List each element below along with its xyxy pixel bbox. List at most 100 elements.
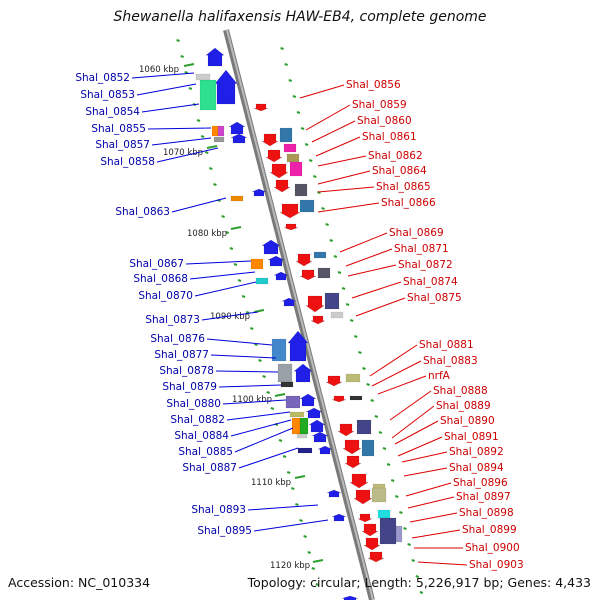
kbp-marker-label: 1070 kbp [163,148,203,158]
gene-label-left[interactable]: Shal_0895 [197,525,252,537]
gene-label-left[interactable]: Shal_0863 [115,206,170,218]
kbp-marker-label: 1110 kbp [251,478,291,488]
reverse-gene-arrow [361,523,379,537]
reverse-gene-arrow [299,269,317,281]
right-label-leader [299,84,345,99]
gene-label-right[interactable]: Shal_0890 [440,415,495,427]
right-track-tick [366,383,370,386]
gene-label-left[interactable]: Shal_0882 [170,414,225,426]
gene-label-left[interactable]: Shal_0879 [162,381,217,393]
gene-block [286,153,300,163]
right-track-tick [304,143,309,146]
gene-block [285,395,301,409]
left-label-leader [222,399,287,405]
gene-block [299,417,309,435]
gene-label-right[interactable]: Shal_0866 [381,197,436,209]
gene-label-right[interactable]: nrfA [428,370,451,382]
left-track-tick [196,119,201,122]
gene-label-right[interactable]: Shal_0903 [469,559,524,571]
gene-label-left[interactable]: Shal_0870 [138,290,193,302]
gene-label-right[interactable]: Shal_0864 [372,165,427,177]
gene-label-right[interactable]: Shal_0859 [352,99,407,111]
gene-label-right[interactable]: Shal_0888 [433,385,488,397]
gene-label-right[interactable]: Shal_0869 [389,227,444,239]
gene-label-left[interactable]: Shal_0876 [150,333,205,345]
gene-label-right[interactable]: Shal_0874 [403,276,458,288]
genome-backbone-highlight [226,29,374,600]
gene-label-left[interactable]: Shal_0893 [191,504,246,516]
left-label-leader [185,260,252,265]
left-track-tick [180,55,184,58]
gene-label-left[interactable]: Shal_0873 [145,314,200,326]
kbp-marker-tick [253,309,265,313]
left-label-leader [156,147,219,163]
gene-label-left[interactable]: Shal_0884 [174,430,229,442]
right-label-leader [397,436,443,457]
forward-gene-arrow [205,47,225,67]
reverse-gene-arrow [357,513,373,523]
right-label-leader [317,170,371,185]
gene-label-right[interactable]: Shal_0872 [398,259,453,271]
left-label-leader [141,103,200,113]
left-track-tick [290,487,295,490]
right-track-tick [284,63,288,66]
gene-label-right[interactable]: Shal_0891 [444,431,499,443]
left-label-leader [226,411,291,421]
gene-label-right[interactable]: Shal_0897 [456,491,511,503]
gene-label-left[interactable]: Shal_0880 [166,398,221,410]
right-label-leader [315,136,361,157]
gene-label-right[interactable]: Shal_0892 [449,446,504,458]
gene-label-right[interactable]: Shal_0889 [436,400,491,412]
reverse-gene-arrow [337,423,355,437]
left-track-tick [233,263,238,266]
gene-block [289,411,305,418]
gene-label-left[interactable]: Shal_0857 [95,139,150,151]
gene-label-right[interactable]: Shal_0860 [357,115,412,127]
right-track-tick [300,127,305,130]
gene-label-right[interactable]: Shal_0856 [346,79,401,91]
gene-label-right[interactable]: Shal_0898 [459,507,514,519]
reverse-gene-arrow [305,295,325,313]
forward-gene-arrow [261,239,281,255]
reverse-gene-arrow [279,203,301,219]
forward-gene-arrow [331,513,347,522]
gene-label-right[interactable]: Shal_0861 [362,131,417,143]
left-track-tick [311,567,316,570]
left-track-tick [213,183,217,186]
forward-gene-arrow [326,489,342,498]
reverse-gene-arrow [310,315,326,325]
right-track-tick [333,255,338,258]
right-track-tick [370,399,375,402]
right-track-tick [386,463,391,466]
forward-gene-arrow [287,330,309,362]
gene-label-right[interactable]: Shal_0899 [462,524,517,536]
gene-label-left[interactable]: Shal_0855 [91,123,146,135]
gene-label-right[interactable]: Shal_0896 [453,477,508,489]
reverse-gene-arrow [265,149,283,163]
kbp-marker-tick [274,393,286,397]
right-label-leader [317,186,375,193]
gene-label-right[interactable]: Shal_0881 [419,339,474,351]
gene-label-left[interactable]: Shal_0885 [178,446,233,458]
left-label-leader [234,427,294,453]
gene-label-right[interactable]: Shal_0900 [465,542,520,554]
kbp-marker-tick [312,559,324,563]
gene-label-right[interactable]: Shal_0883 [423,355,478,367]
gene-label-left[interactable]: Shal_0868 [133,273,188,285]
gene-label-left[interactable]: Shal_0887 [182,462,237,474]
gene-label-right[interactable]: Shal_0875 [407,292,462,304]
gene-label-right[interactable]: Shal_0871 [394,243,449,255]
gene-label-right[interactable]: Shal_0894 [449,462,504,474]
gene-label-left[interactable]: Shal_0878 [159,365,214,377]
gene-label-right[interactable]: Shal_0862 [368,150,423,162]
gene-label-left[interactable]: Shal_0852 [75,72,130,84]
gene-label-left[interactable]: Shal_0867 [129,258,184,270]
gene-label-right[interactable]: Shal_0865 [376,181,431,193]
gene-label-left[interactable]: Shal_0854 [85,106,140,118]
right-label-leader [355,297,406,317]
left-track-tick [221,215,225,218]
gene-label-left[interactable]: Shal_0858 [100,156,155,168]
left-track-tick [278,439,283,442]
gene-label-left[interactable]: Shal_0877 [154,349,209,361]
gene-label-left[interactable]: Shal_0853 [80,89,135,101]
